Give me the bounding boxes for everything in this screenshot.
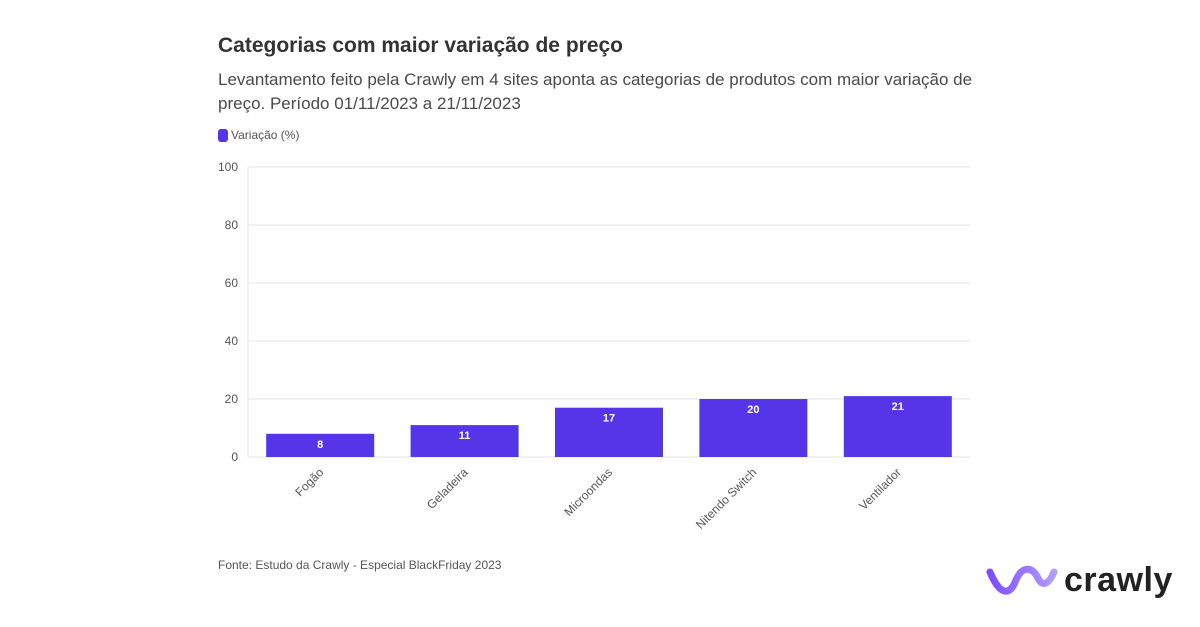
bar-chart: 0 20 40 60 80 100 8 Fogão 11 Geladeira 17 Microonda…	[218, 160, 970, 532]
y-tick-label: 80	[225, 218, 239, 232]
bar	[555, 407, 663, 457]
y-tick-label: 0	[231, 450, 238, 464]
x-tick-label: Ventilador	[856, 465, 904, 513]
data-label: 20	[747, 404, 759, 416]
data-label: 11	[459, 430, 471, 442]
bar	[843, 396, 952, 457]
legend-label: Variação (%)	[231, 128, 300, 142]
y-tick-label: 100	[218, 160, 238, 174]
brand-name: crawly	[1064, 560, 1173, 599]
x-tick-label: Geladeira	[424, 465, 471, 512]
wave-logo-icon	[986, 565, 1058, 595]
data-label: 21	[892, 401, 904, 413]
brand-logo: crawly	[986, 560, 1173, 600]
legend: Variação (%)	[218, 128, 299, 142]
x-tick-label: Microondas	[561, 465, 615, 519]
y-tick-label: 20	[225, 392, 239, 406]
source-note: Fonte: Estudo da Crawly - Especial Black…	[218, 558, 502, 572]
data-label: 17	[603, 413, 615, 425]
y-tick-label: 40	[225, 334, 239, 348]
chart-title: Categorias com maior variação de preço	[218, 34, 623, 57]
x-tick-label: Nitendo Switch	[693, 465, 760, 532]
legend-swatch	[218, 128, 228, 142]
chart-subtitle: Levantamento feito pela Crawly em 4 site…	[218, 70, 973, 113]
data-label: 8	[317, 439, 323, 451]
bar	[410, 425, 519, 457]
x-tick-label: Fogão	[292, 465, 326, 499]
bar	[266, 433, 375, 457]
bar	[699, 399, 808, 457]
y-tick-label: 60	[225, 276, 239, 290]
